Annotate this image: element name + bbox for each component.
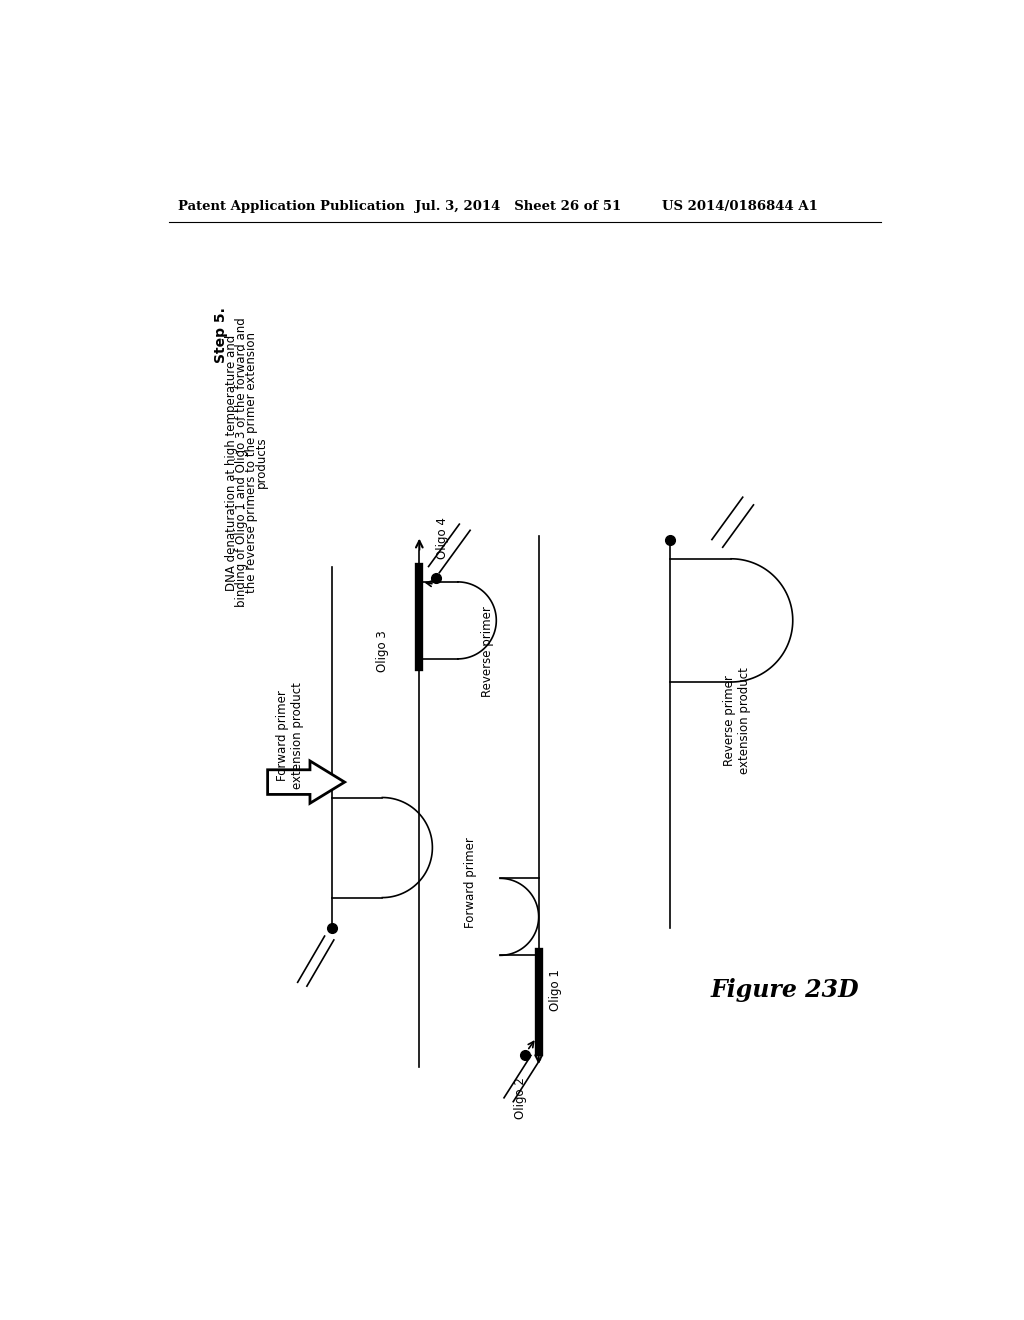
- Text: products: products: [255, 437, 268, 488]
- Polygon shape: [267, 760, 345, 804]
- Text: Oligo 4: Oligo 4: [436, 517, 449, 558]
- Text: Oligo 2: Oligo 2: [514, 1077, 527, 1119]
- Text: Figure 23D: Figure 23D: [711, 978, 859, 1002]
- Text: binding of Oligo 1 and Oligo 3 of the forward and: binding of Oligo 1 and Oligo 3 of the fo…: [234, 318, 248, 607]
- Text: Forward primer: Forward primer: [465, 837, 477, 928]
- Text: Reverse primer: Reverse primer: [480, 606, 494, 697]
- Text: Forward primer
extension product: Forward primer extension product: [275, 682, 304, 789]
- Text: US 2014/0186844 A1: US 2014/0186844 A1: [662, 199, 818, 213]
- Text: Patent Application Publication: Patent Application Publication: [178, 199, 406, 213]
- Text: Oligo 1: Oligo 1: [549, 969, 562, 1011]
- Text: Reverse primer
extension product: Reverse primer extension product: [723, 667, 752, 774]
- Text: the reverse primers to the primer extension: the reverse primers to the primer extens…: [245, 333, 258, 593]
- Text: DNA denaturation at high temperature and: DNA denaturation at high temperature and: [225, 334, 238, 590]
- Text: Oligo 3: Oligo 3: [376, 631, 389, 672]
- Text: Jul. 3, 2014   Sheet 26 of 51: Jul. 3, 2014 Sheet 26 of 51: [416, 199, 622, 213]
- Text: Step 5.: Step 5.: [214, 308, 228, 363]
